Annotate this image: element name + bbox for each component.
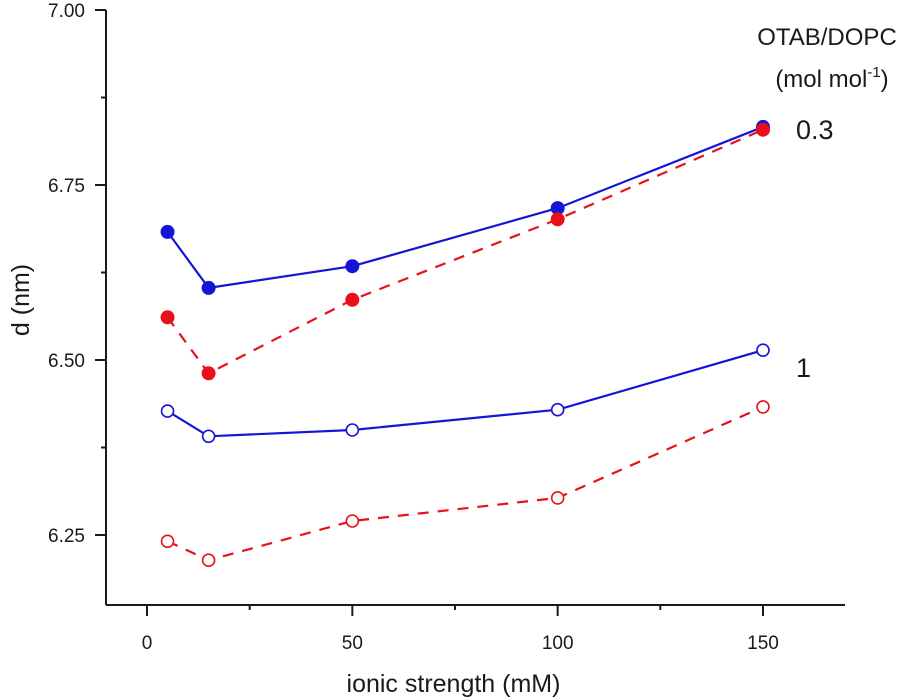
x-tick-label: 150 [747, 633, 779, 654]
series-blue-filled [160, 119, 770, 295]
series-line [166, 349, 764, 438]
data-point [550, 402, 565, 417]
axes: 6.25 6.50 6.75 7.00 0 50 100 150 [48, 1, 845, 654]
series-line [166, 128, 764, 375]
legend-units-superscript: -1 [867, 64, 880, 81]
series-line [166, 125, 764, 290]
legend-units: (mol mol-1) [775, 64, 888, 93]
series-red-open [160, 400, 770, 568]
y-tick-label: 6.50 [48, 351, 85, 372]
legend-units-close: ) [881, 66, 889, 93]
data-point [345, 292, 360, 307]
data-point [756, 400, 770, 414]
y-tick-label: 6.25 [48, 526, 85, 547]
series-red-filled [160, 122, 770, 381]
x-tick-label: 100 [542, 633, 574, 654]
y-tick-label: 6.75 [48, 176, 85, 197]
y-ticks: 6.25 6.50 6.75 7.00 [48, 1, 106, 547]
data-point [160, 404, 175, 418]
series-blue-open [160, 343, 770, 444]
data-point [201, 553, 216, 568]
legend-units-base: (mol mol [775, 66, 867, 93]
x-ticks: 0 50 100 150 [142, 605, 779, 654]
group-label: 0.3 [796, 115, 834, 145]
data-point [160, 224, 175, 239]
data-point [345, 259, 360, 274]
data-point [201, 280, 216, 295]
series-line [167, 405, 764, 562]
x-axis-title: ionic strength (mM) [347, 670, 561, 698]
x-tick-label: 0 [142, 633, 153, 654]
legend-title: OTAB/DOPC [757, 24, 897, 51]
data-point [160, 534, 175, 549]
x-tick-label: 50 [342, 633, 363, 654]
y-axis-title: d (nm) [7, 264, 35, 336]
data-point [345, 514, 360, 528]
data-point [160, 310, 175, 325]
group-labels: 0.31 [796, 115, 834, 383]
series-layer [160, 119, 770, 568]
data-point [550, 212, 565, 227]
data-point [756, 343, 770, 358]
data-point [550, 491, 565, 505]
y-tick-label: 7.00 [48, 1, 85, 22]
data-point [201, 366, 216, 381]
legend: OTAB/DOPC (mol mol-1) [757, 24, 897, 93]
data-point [345, 423, 360, 437]
data-point [201, 429, 216, 444]
group-label: 1 [796, 353, 811, 383]
data-point [756, 122, 770, 137]
